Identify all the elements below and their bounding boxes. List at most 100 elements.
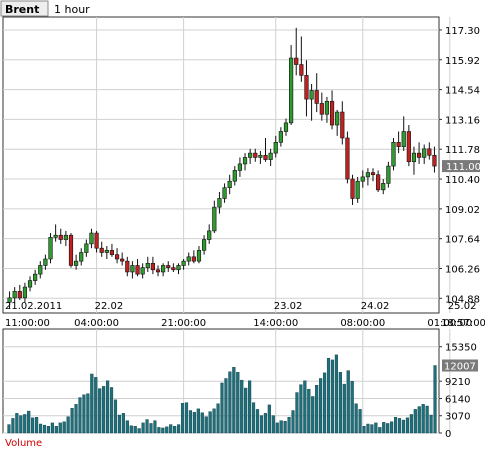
volume-bar [188,410,193,434]
time-axis-label: 14:00:00 [253,318,298,329]
current-price-label: 111.00 [446,162,481,173]
time-axis-label: 04:00:00 [74,318,119,329]
candle-body [268,152,273,160]
date-label: 21.02.2011 [5,301,62,312]
candle-body [135,265,140,275]
volume-tick-label: 0 [445,429,451,440]
price-axis: 117.30 115.92 114.54 113.16 111.78 110.40 109.… [439,26,481,305]
volume-bar [50,422,54,434]
volume-bar [283,420,287,434]
volume-bar [322,372,327,434]
volume-bar [354,403,358,434]
candle-body [58,234,63,240]
volume-bar [275,422,279,434]
candle-body [150,263,155,271]
volume-bar [27,410,31,434]
volume-bar [346,370,350,434]
time-axis-label: 18:57:00 [441,318,485,329]
candle-body [53,234,58,238]
volume-bar [141,422,145,434]
candle-body [166,265,171,268]
candle-body [289,57,294,124]
volume-bar [326,358,331,434]
volume-bar [177,424,181,434]
time-axis: 11:00:00 04:00:00 21:00:00 14:00:00 08:00:00… [5,318,485,329]
volume-bar [66,416,70,434]
candlestick-series [7,27,437,309]
volume-bar [153,420,157,434]
volume-bar [161,427,165,434]
candle-body [391,142,396,167]
volume-bar [303,380,307,434]
date-label: 24.02 [361,301,390,312]
volume-bar [137,428,141,434]
volume-bar [192,412,196,434]
volume-bar [334,354,338,434]
volume-bar [378,427,382,434]
price-tick-label: 109.02 [445,205,480,216]
candle-body [422,148,427,158]
candle-body [22,286,28,299]
volume-bar [429,414,433,434]
volume-bar [311,396,315,434]
volume-bar [228,371,232,434]
volume-bar [370,424,374,434]
candle-body [27,280,33,288]
candle-body [360,176,365,182]
volume-bar [58,422,62,434]
price-tick-label: 114.54 [445,86,480,97]
candle-body [155,269,161,273]
candle-body [94,232,99,249]
volume-bar [173,426,177,434]
volume-bar [366,423,370,434]
symbol-selector[interactable]: Brent [0,0,49,17]
volume-bar [255,409,260,434]
volume-bar [46,426,51,434]
volume-bar [421,404,425,434]
candle-body [99,247,104,253]
volume-bar [109,387,114,434]
volume-bar [390,421,394,434]
candle-body [114,254,120,260]
candle-body [335,111,340,126]
candle-body [104,250,109,253]
candle-body [355,180,360,199]
candle-body [196,250,202,262]
candle-body [109,250,115,255]
candle-body [365,172,370,178]
volume-bar [19,415,23,434]
time-axis-label: 01:00:00 [427,318,472,329]
candle-body [212,206,217,232]
candle-body [79,252,84,262]
price-tick-label: 107.64 [445,235,480,246]
candle-body [376,174,381,191]
volume-bar [54,426,58,434]
volume-bar [70,408,74,434]
candle-body [283,122,289,132]
volume-axis: 15350 9210 6140 3070 0 12007 [439,343,478,440]
candle-body [161,265,166,273]
interval-label[interactable]: 1 hour [54,3,90,16]
volume-bar [386,423,390,434]
price-tick-label: 115.92 [445,56,480,67]
volume-bar [236,372,240,434]
volume-tick-label: 15350 [445,343,477,354]
volume-bar [145,419,149,434]
candle-body [242,157,248,165]
volume-bar [417,406,421,434]
candle-body [386,165,391,184]
volume-bar [362,426,366,434]
volume-bar [330,359,335,434]
candle-body [263,154,268,160]
volume-bar [31,417,35,434]
candle-body [278,131,283,143]
candle-body [258,154,263,158]
volume-bar [78,397,82,434]
volume-tick-label: 3070 [445,412,470,423]
candle-body [176,265,181,271]
volume-bar [208,411,212,434]
volume-bar [62,421,66,434]
volume-bar [267,404,271,434]
volume-bar [397,418,402,434]
date-label: 23.02 [274,301,303,312]
